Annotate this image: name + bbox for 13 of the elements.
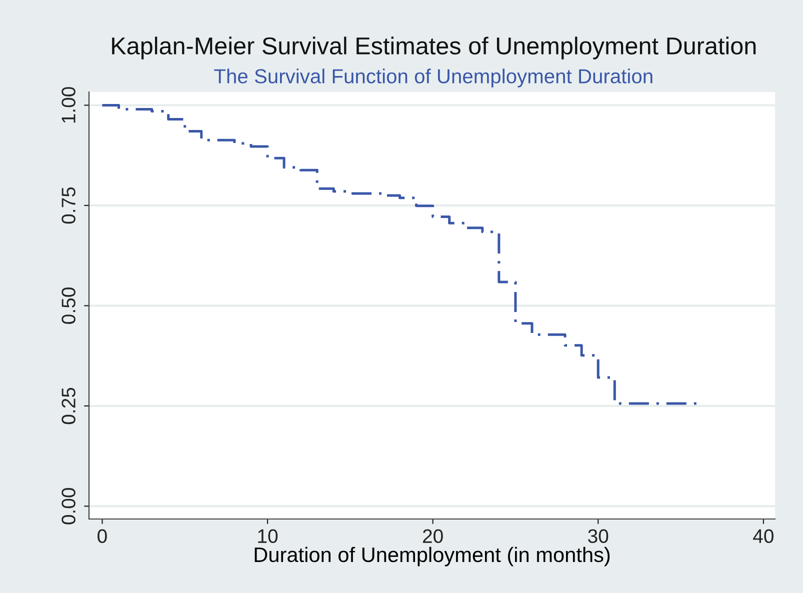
- y-tick-label: 0.25: [62, 388, 76, 424]
- y-tick-label: 0.50: [62, 288, 76, 324]
- chart-title: Kaplan-Meier Survival Estimates of Unemployment Duration: [112, 36, 756, 60]
- y-tick-label: 0.75: [62, 187, 76, 224]
- x-tick-label: 20: [422, 529, 443, 544]
- x-tick-label: 30: [588, 529, 608, 544]
- x-tick-label: 10: [258, 529, 278, 544]
- x-axis-title: Duration of Unemployment (in months): [254, 546, 610, 566]
- x-tick-label: 0: [98, 529, 107, 544]
- x-tick-label: 40: [753, 529, 774, 544]
- y-tick-label: 1.00: [62, 87, 76, 123]
- y-tick-label: 0.00: [62, 488, 76, 524]
- chart-subtitle: The Survival Function of Unemployment Duration: [214, 68, 652, 88]
